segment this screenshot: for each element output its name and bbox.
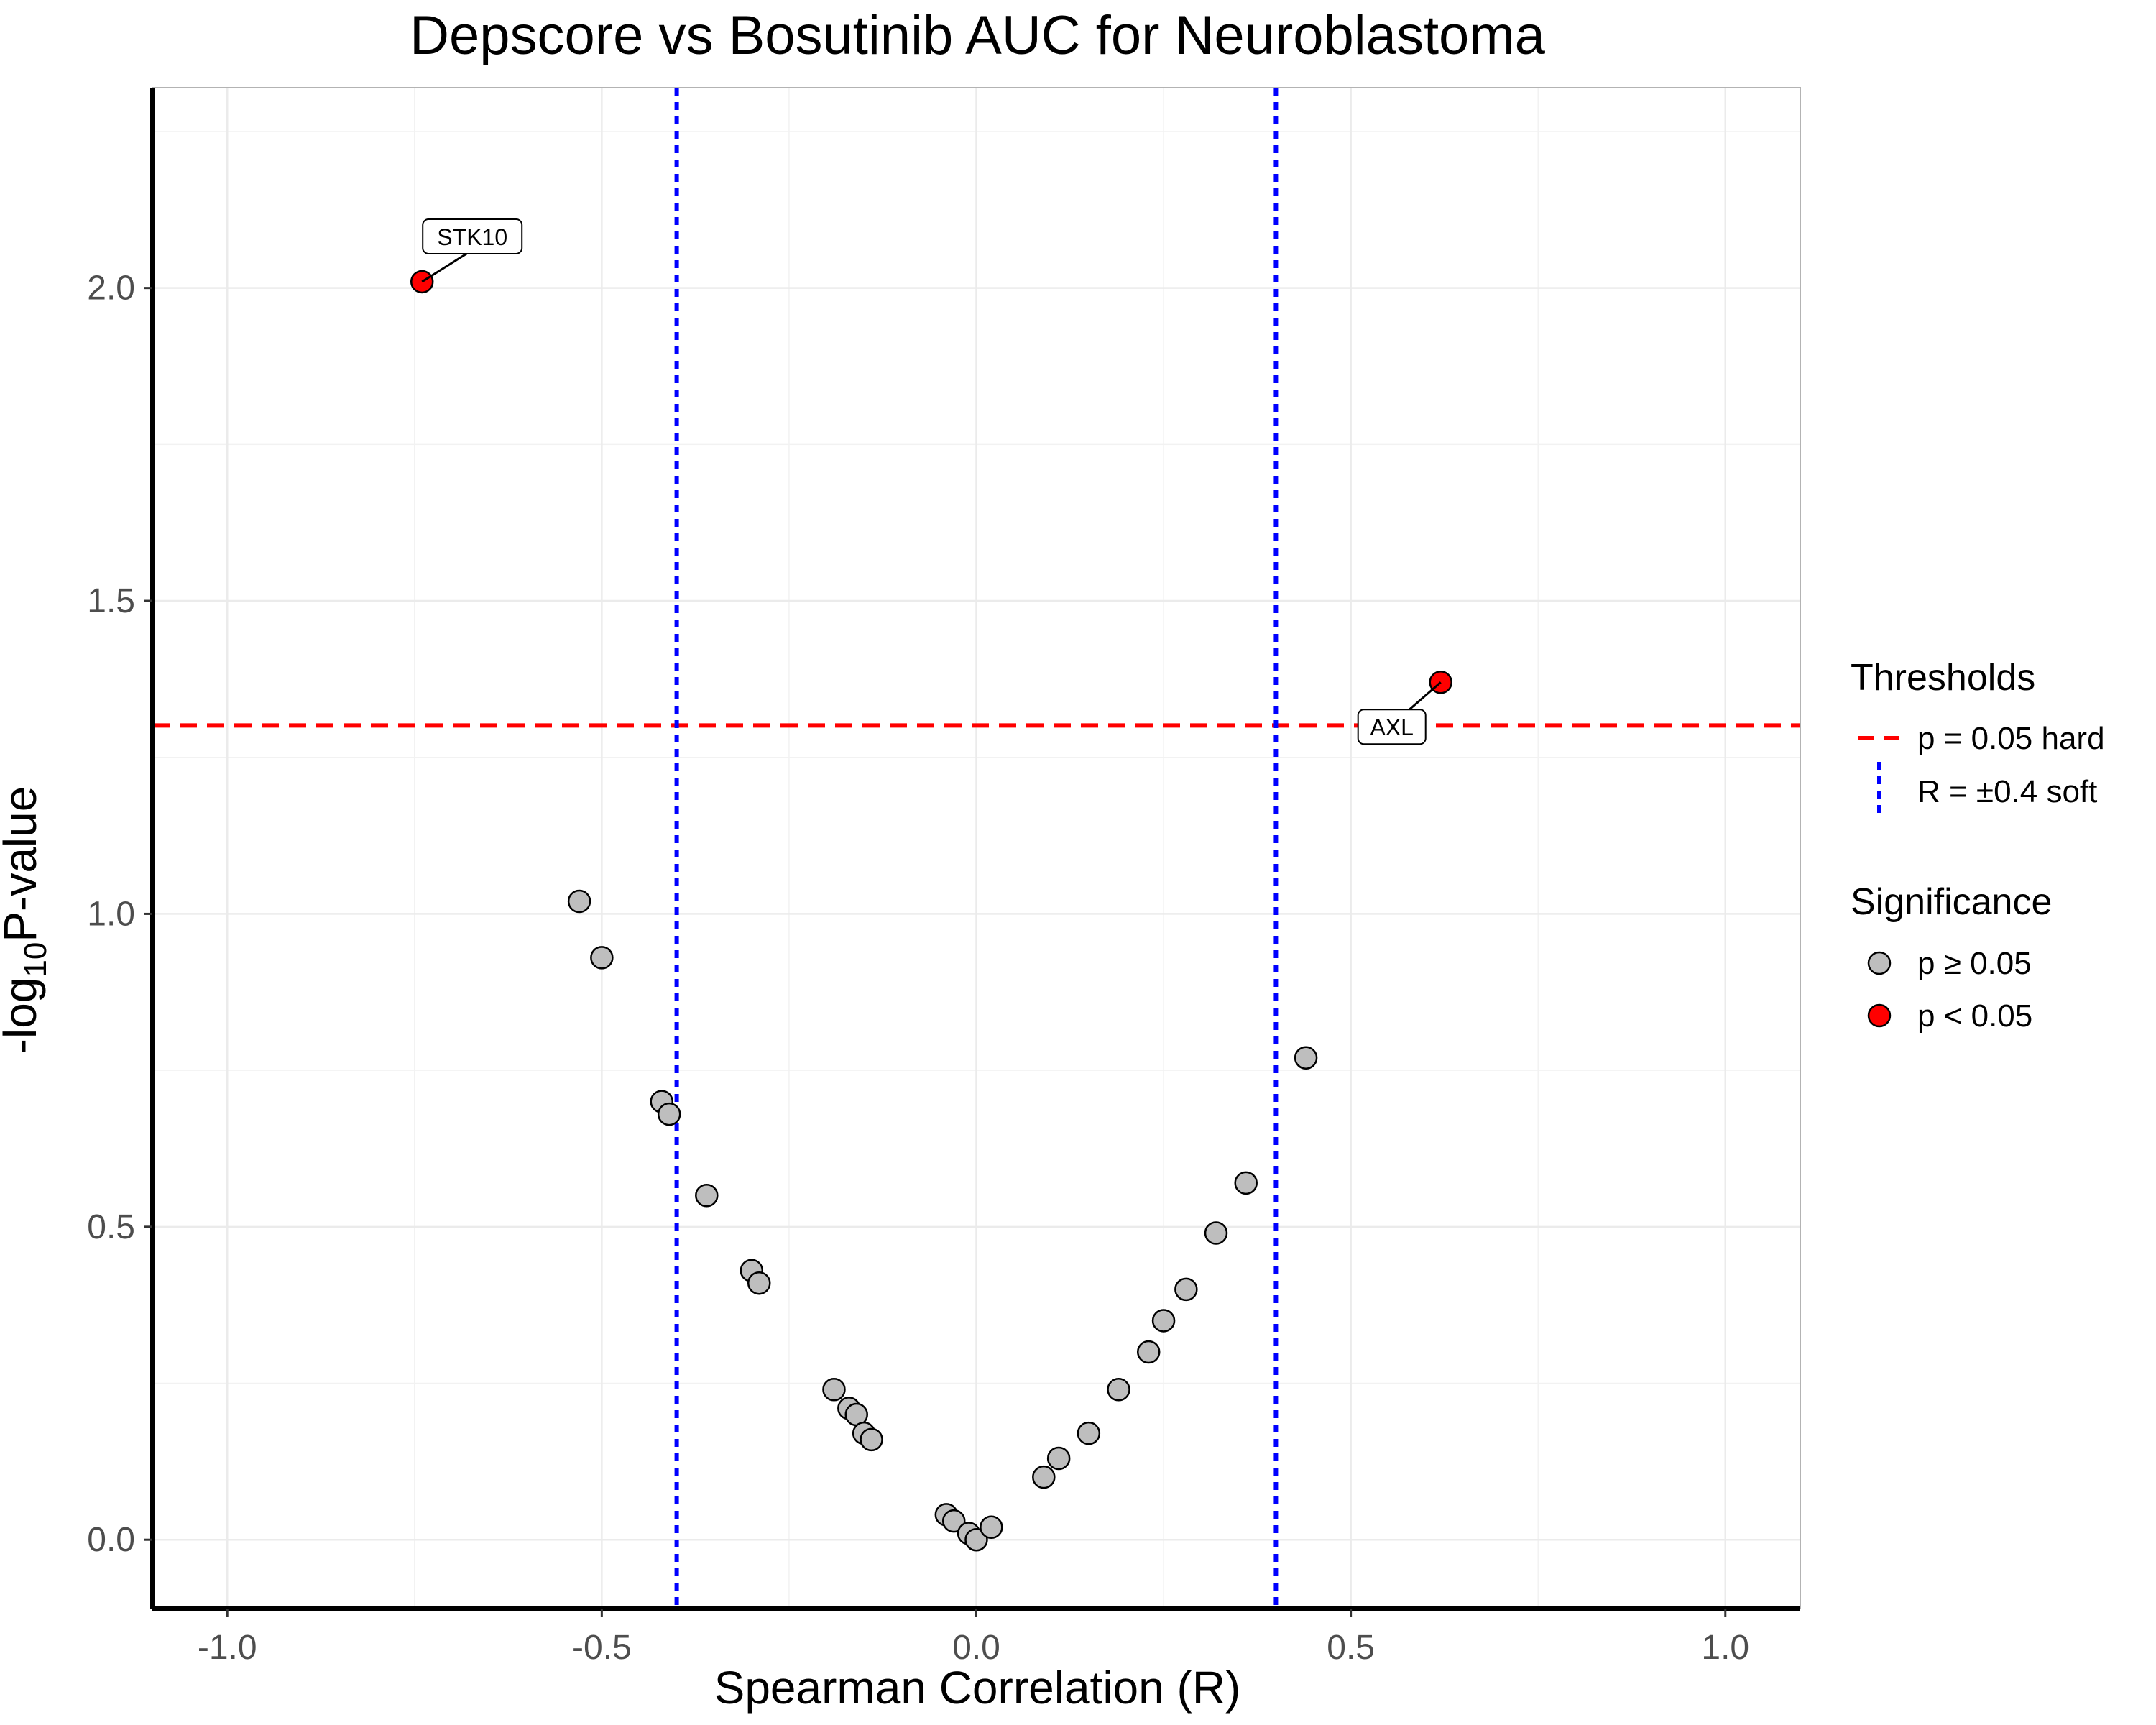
legend-thresholds-title: Thresholds	[1851, 657, 2035, 699]
x-tick-label: -1.0	[198, 1629, 257, 1667]
nonsignificant-point	[860, 1427, 883, 1452]
y-tick-label: 1.0	[87, 895, 135, 933]
nonsignificant-point	[657, 1102, 681, 1126]
nonsignificant-point	[590, 946, 614, 970]
x-tick-label: 0.5	[1327, 1629, 1375, 1667]
x-tick-label: -0.5	[572, 1629, 632, 1667]
y-axis-label: -log10P-value	[0, 786, 53, 1054]
legend-sig-label: p < 0.05	[1917, 998, 2032, 1034]
nonsignificant-point	[822, 1377, 846, 1402]
nonsignificant-point	[1107, 1377, 1130, 1402]
legend-significance-title: Significance	[1851, 881, 2052, 923]
y-tick-label: 0.0	[87, 1521, 135, 1559]
y-tick-label: 0.5	[87, 1208, 135, 1246]
point-label-text: STK10	[437, 224, 507, 250]
grid-lines	[152, 87, 1801, 1609]
point-label-box	[422, 218, 523, 254]
point-label-text: AXL	[1370, 714, 1413, 740]
nonsignificant-point	[1032, 1465, 1056, 1489]
nonsignificant-point	[980, 1515, 1003, 1540]
y-tick-label: 2.0	[87, 270, 135, 308]
legend-p-hard-label: p = 0.05 hard	[1917, 721, 2105, 756]
nonsignificant-point	[964, 1527, 988, 1552]
label-leader-line	[421, 252, 468, 283]
nonsignificant-point	[1204, 1221, 1228, 1245]
nonsignificant-point	[1046, 1446, 1071, 1471]
data-points	[410, 270, 1452, 1552]
legend-r-soft-label: R = ±0.4 soft	[1917, 774, 2097, 809]
x-axis-label: Spearman Correlation (R)	[714, 1662, 1241, 1714]
chart-title: Depscore vs Bosutinib AUC for Neuroblast…	[410, 5, 1546, 66]
nonsignificant-point	[1174, 1277, 1198, 1302]
nonsignificant-point	[1151, 1309, 1176, 1333]
x-tick-label: 0.0	[952, 1629, 1000, 1667]
nonsignificant-point	[1234, 1171, 1258, 1195]
nonsignificant-point	[1136, 1340, 1161, 1364]
x-tick-label: 1.0	[1701, 1629, 1749, 1667]
point-label-box	[1357, 709, 1427, 745]
legend-nonsig-swatch	[1867, 951, 1892, 975]
nonsignificant-point	[695, 1184, 719, 1208]
threshold-lines	[152, 88, 1800, 1609]
nonsignificant-point	[567, 889, 591, 914]
y-tick-label: 1.5	[87, 582, 135, 620]
nonsignificant-point	[1294, 1046, 1318, 1070]
nonsignificant-point	[747, 1271, 771, 1295]
legend: Thresholds p = 0.05 hard R = ±0.4 soft S…	[1851, 657, 2105, 1034]
axes: -1.0 -0.5 0.0 0.5 1.0 0.0 0.5 1.0 1.5 2.0	[87, 88, 1800, 1667]
legend-sig-swatch	[1867, 1003, 1892, 1028]
point-labels: STK10 AXL	[421, 218, 1442, 745]
label-leader-line	[1406, 681, 1442, 712]
legend-nonsig-label: p ≥ 0.05	[1917, 946, 2032, 981]
nonsignificant-point	[941, 1509, 966, 1533]
nonsignificant-point	[1077, 1421, 1101, 1445]
